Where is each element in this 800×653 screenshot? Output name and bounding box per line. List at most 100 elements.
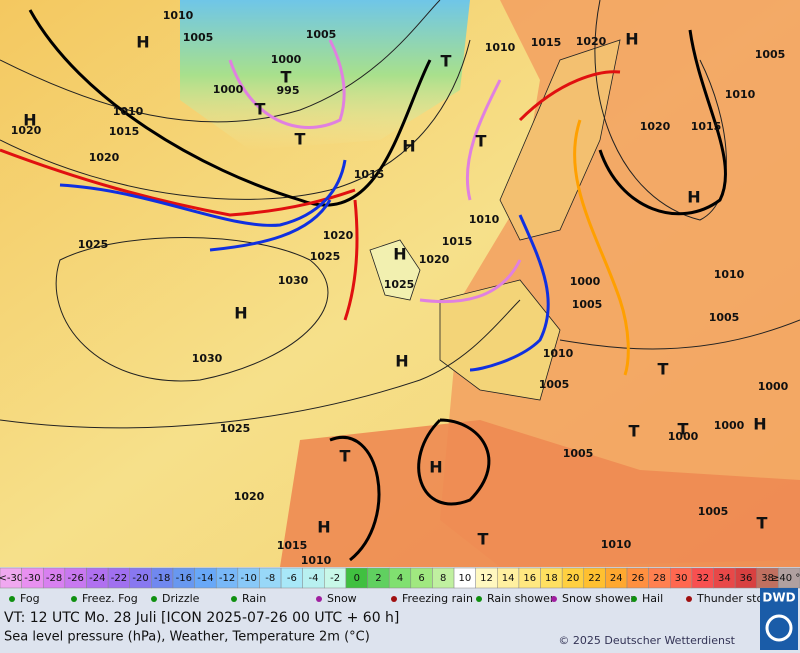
isobar-label: 1005 <box>539 378 570 391</box>
isobar-label: 1005 <box>572 298 603 311</box>
scale-label: -20 <box>132 573 148 584</box>
isobar-label: 1000 <box>271 53 302 66</box>
pressure-center: H <box>625 30 638 49</box>
main-isobars <box>28 9 727 562</box>
arctic-zone <box>180 0 470 150</box>
isobar-label: 1015 <box>354 168 385 181</box>
map-labels: 1010 1005 1005 1000 995 1000 1010 1015 1020 1020 1… <box>11 9 789 567</box>
scale-label: 24 <box>610 573 623 584</box>
pressure-center: H <box>393 245 406 264</box>
scale-label: -26 <box>68 573 84 584</box>
isobar-label: 1025 <box>78 238 109 251</box>
scale-label: -6 <box>287 573 297 584</box>
scale-label: 20 <box>567 573 580 584</box>
weather-label: Fog <box>20 592 40 605</box>
scale-label: -12 <box>219 573 235 584</box>
scale-label: 38 <box>761 573 774 584</box>
scale-label: 14 <box>502 573 515 584</box>
isobar-label: 1020 <box>576 35 607 48</box>
land-africa <box>280 420 800 567</box>
land-britain <box>369 239 421 301</box>
isobar-label: 1000 <box>668 430 699 443</box>
scale-label: 32 <box>696 573 709 584</box>
scale-label: 12 <box>480 573 493 584</box>
pressure-center: H <box>429 458 442 477</box>
scale-label: -30 <box>24 573 40 584</box>
scale-label: -4 <box>309 573 319 584</box>
scale-label: 22 <box>588 573 601 584</box>
isobar-label: 1005 <box>755 48 786 61</box>
product-description: Sea level pressure (hPa), Weather, Tempe… <box>4 630 370 645</box>
isobars <box>0 0 800 429</box>
occluded-front <box>419 259 522 304</box>
cold-front <box>469 214 550 372</box>
weather-symbol <box>631 596 637 602</box>
valid-time: VT: 12 UTC Mo. 28 Juli [ICON 2025-07-26 … <box>4 610 399 626</box>
scale-label: 18 <box>545 573 558 584</box>
logo-text: DWD <box>762 591 795 605</box>
trough <box>573 119 630 376</box>
isobar-label: 1015 <box>442 235 473 248</box>
isobar-label: 1005 <box>563 447 594 460</box>
scale-label: 16 <box>523 573 536 584</box>
weather-label: Snow shower <box>562 592 635 605</box>
temperature-scale: <-30 -30 -28 -26 -24 -22 -20 -18 -16 -14 -12 -10 -8-… <box>0 567 800 589</box>
pressure-center: T <box>629 422 640 441</box>
scale-label: 0 <box>354 573 360 584</box>
isobar-label: 1005 <box>709 311 740 324</box>
scale-label: 28 <box>653 573 666 584</box>
isobar-label: 995 <box>277 84 300 97</box>
pressure-center: T <box>476 132 487 151</box>
weather-symbol <box>71 596 77 602</box>
isobar-label: 1020 <box>234 490 265 503</box>
scale-label: -24 <box>89 573 105 584</box>
scale-label: -10 <box>240 573 256 584</box>
warm-front <box>343 199 359 321</box>
pressure-center: T <box>478 530 489 549</box>
pressure-center: T <box>757 514 768 533</box>
weather-label: Freez. Fog <box>82 592 138 605</box>
isobar-label: 1010 <box>543 347 574 360</box>
weather-label: Thunder storm <box>696 592 778 605</box>
scale-label: 36 <box>740 573 753 584</box>
weather-legend: Fog Freez. Fog Drizzle Rain Snow Freezing rai… <box>9 592 778 605</box>
pressure-center: H <box>687 188 700 207</box>
isobar-label: 1025 <box>220 422 251 435</box>
weather-symbol <box>231 596 237 602</box>
weather-symbol <box>151 596 157 602</box>
weather-label: Hail <box>642 592 663 605</box>
weather-symbol <box>551 596 557 602</box>
warm-front <box>518 70 621 122</box>
isobar-label: 1010 <box>301 554 332 567</box>
scale-label: -18 <box>154 573 170 584</box>
isobar-label: 1010 <box>601 538 632 551</box>
pressure-center: T <box>295 130 306 149</box>
pressure-center: T <box>678 420 689 439</box>
cold-front <box>209 199 332 252</box>
isobar-label: 1020 <box>323 229 354 242</box>
isobar-label: 1015 <box>531 36 562 49</box>
scale-label: ≥40 °C <box>771 573 800 584</box>
scale-label: -14 <box>197 573 213 584</box>
scale-label: -16 <box>176 573 192 584</box>
pressure-center: H <box>395 352 408 371</box>
pressure-center: H <box>136 33 149 52</box>
pressure-center: H <box>23 111 36 130</box>
isobar-label: 1020 <box>419 253 450 266</box>
isobar-label: 1015 <box>691 120 722 133</box>
scale-label: 10 <box>458 573 471 584</box>
scale-label: 4 <box>397 573 403 584</box>
occluded-front <box>228 39 346 129</box>
cold-front <box>59 159 347 227</box>
pressure-center: H <box>753 415 766 434</box>
weather-label: Rain <box>242 592 266 605</box>
isobar-label: 1005 <box>698 505 729 518</box>
isobar-label: 1005 <box>183 31 214 44</box>
isobar-label: 1015 <box>277 539 308 552</box>
scale-label: <-30 <box>0 573 23 584</box>
weather-symbol <box>476 596 482 602</box>
weather-label: Rain shower <box>487 592 555 605</box>
weather-symbol <box>316 596 322 602</box>
pressure-center: T <box>255 100 266 119</box>
